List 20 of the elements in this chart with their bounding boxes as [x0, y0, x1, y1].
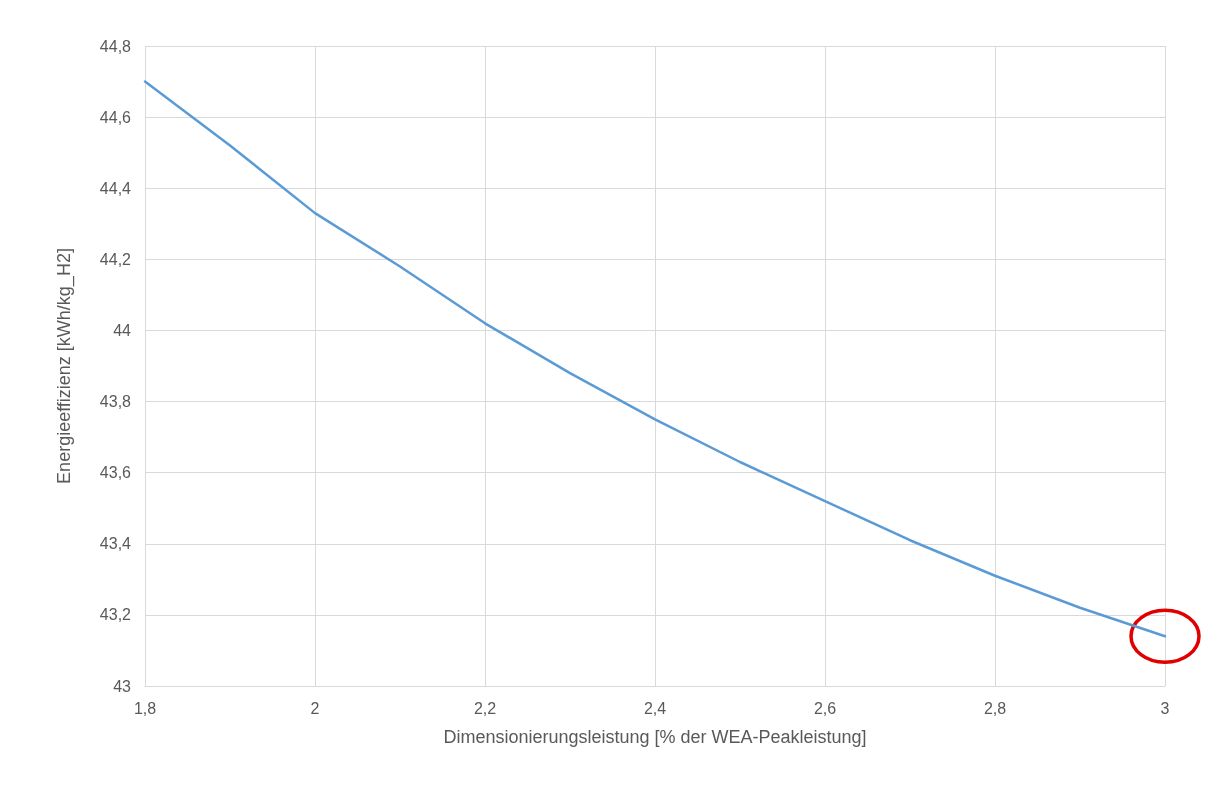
x-tick-label: 2,4: [643, 699, 667, 717]
x-tick-label: 3: [1160, 699, 1170, 717]
y-tick-label: 43,6: [99, 464, 132, 482]
y-tick-label: 44,2: [99, 250, 132, 268]
y-tick-label: 43,2: [99, 606, 132, 624]
y-tick-label: 43: [113, 677, 132, 695]
line-series: [143, 80, 1167, 638]
y-tick-label: 44,4: [99, 179, 132, 197]
x-tick-label: 1,8: [133, 699, 157, 717]
x-tick-label: 2: [310, 699, 320, 717]
x-tick-label: 2,8: [983, 699, 1007, 717]
y-tick-label: 43,8: [99, 393, 132, 411]
x-tick-label: 2,2: [473, 699, 497, 717]
y-axis-title: Energieeffizienz [kWh/kg_H2]: [54, 248, 75, 484]
y-tick-label: 44,6: [99, 108, 132, 126]
x-tick-label: 2,6: [813, 699, 837, 717]
y-tick-label: 44,8: [99, 37, 132, 55]
y-tick-label: 43,4: [99, 535, 132, 553]
x-axis-title: Dimensionierungsleistung [% der WEA-Peakleistung]: [443, 727, 867, 747]
y-tick-label: 44: [113, 321, 132, 339]
